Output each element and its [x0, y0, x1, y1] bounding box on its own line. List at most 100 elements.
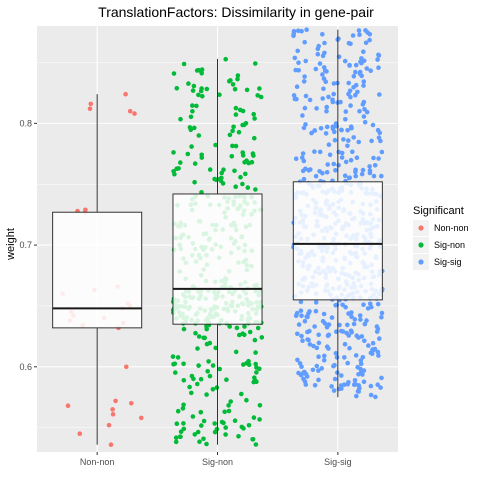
data-point [88, 101, 94, 107]
data-point [355, 89, 360, 95]
data-point [312, 383, 318, 388]
x-tick-label: Sig-sig [324, 457, 352, 467]
data-point [322, 40, 327, 46]
data-point [190, 88, 196, 93]
data-point [181, 361, 186, 367]
data-point [190, 414, 196, 419]
data-point [240, 122, 245, 128]
data-point [244, 397, 249, 403]
data-point [313, 300, 319, 305]
data-point [240, 153, 246, 158]
box-sig-non [172, 193, 263, 325]
data-point [357, 32, 362, 37]
data-point [364, 66, 370, 71]
data-point [299, 333, 304, 339]
data-point [332, 137, 338, 143]
data-point [376, 65, 381, 70]
data-point [336, 36, 341, 41]
data-point [238, 174, 243, 180]
data-point [220, 181, 226, 186]
data-point [351, 74, 357, 79]
data-point [181, 61, 187, 67]
data-point [359, 73, 365, 79]
data-point [244, 87, 250, 93]
data-point [255, 93, 260, 98]
data-point [259, 335, 265, 340]
data-point [178, 116, 183, 122]
data-point [345, 322, 350, 328]
data-point [359, 56, 364, 61]
data-point [356, 389, 362, 394]
data-point [347, 88, 353, 94]
data-point [198, 409, 204, 415]
data-point [307, 328, 312, 334]
data-point [255, 325, 261, 331]
data-point [174, 421, 180, 427]
data-point [204, 341, 210, 347]
data-point [207, 373, 213, 379]
data-point [346, 175, 352, 181]
data-point [353, 353, 359, 358]
data-point [348, 94, 353, 100]
legend-swatch [418, 242, 424, 248]
data-point [224, 377, 229, 383]
data-point [356, 139, 362, 145]
data-point [359, 171, 365, 177]
data-point [300, 338, 305, 344]
data-point [361, 83, 366, 88]
data-point [177, 434, 183, 440]
data-point [360, 167, 366, 173]
chart-title: TranslationFactors: Dissimilarity in gen… [98, 4, 374, 20]
data-point [347, 63, 352, 68]
data-point [257, 366, 262, 372]
data-point [317, 149, 323, 155]
data-point [346, 380, 351, 385]
data-point [369, 351, 375, 357]
data-point [217, 92, 222, 97]
data-point [173, 370, 178, 375]
data-point [252, 337, 258, 343]
data-point [300, 155, 305, 160]
data-point [353, 82, 359, 88]
data-point [232, 86, 238, 92]
data-point [127, 108, 133, 114]
data-point [201, 418, 207, 424]
data-point [347, 345, 352, 351]
data-point [353, 69, 358, 75]
data-point [226, 408, 232, 414]
data-point [237, 107, 243, 113]
data-point [223, 432, 228, 437]
y-axis-title: weight [5, 228, 17, 261]
data-point [295, 48, 301, 54]
data-point [305, 337, 310, 342]
data-point [113, 398, 118, 404]
data-point [294, 96, 299, 102]
data-point [345, 128, 350, 133]
data-point [329, 384, 334, 389]
data-point [213, 345, 218, 351]
data-point [348, 157, 354, 163]
data-point [212, 176, 217, 182]
data-point [204, 86, 210, 92]
data-point [222, 409, 227, 415]
data-point [293, 313, 299, 319]
data-point [321, 311, 327, 317]
data-point [332, 376, 338, 382]
data-point [348, 124, 354, 129]
data-point [232, 168, 237, 174]
data-point [195, 346, 200, 351]
data-point [172, 361, 178, 367]
data-point [367, 164, 372, 169]
data-point [199, 423, 204, 428]
data-point [195, 429, 201, 435]
data-point [229, 154, 235, 159]
data-point [304, 374, 310, 379]
data-point [172, 171, 177, 177]
box-sig-sig [292, 181, 383, 301]
data-point [228, 78, 233, 83]
data-point [251, 153, 256, 158]
data-point [108, 442, 114, 448]
data-point [335, 370, 340, 375]
data-point [257, 86, 262, 91]
data-point [342, 173, 348, 178]
